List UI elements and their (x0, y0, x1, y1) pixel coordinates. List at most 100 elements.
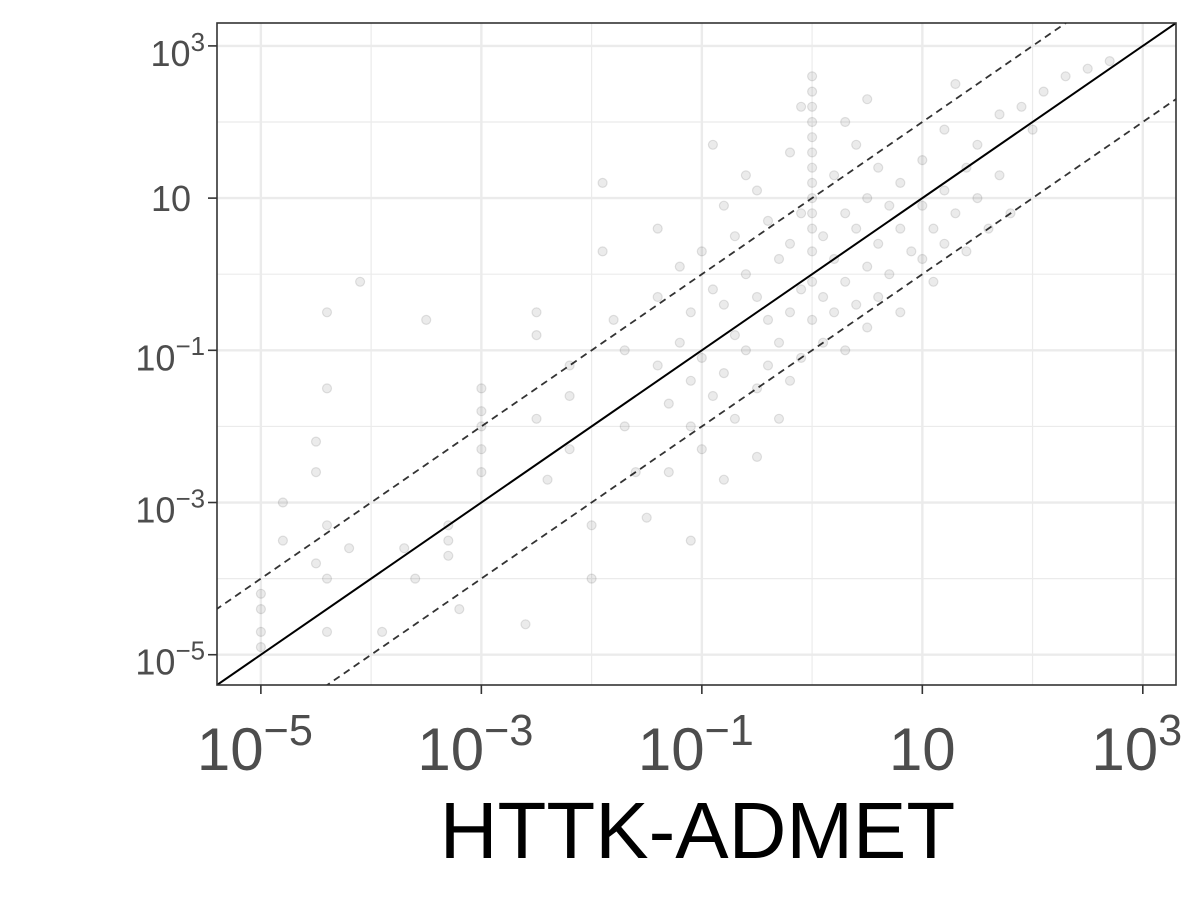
data-point (806, 147, 818, 158)
data-point (994, 170, 1005, 181)
tick-label-exponent: −1 (705, 707, 754, 755)
data-point (806, 162, 818, 173)
tick-label-exponent: 3 (1158, 707, 1182, 755)
data-point (652, 223, 663, 234)
data-point (443, 535, 454, 546)
tick-label-exponent: 3 (191, 29, 205, 57)
data-point (950, 78, 961, 90)
data-point (806, 246, 818, 257)
data-point (862, 193, 873, 204)
x-axis-title: HTTK-ADMET (440, 786, 956, 875)
data-point (1060, 71, 1071, 82)
data-point (520, 619, 531, 630)
data-point (674, 337, 685, 348)
data-point (751, 451, 763, 462)
data-point (1082, 63, 1093, 74)
data-point (476, 444, 487, 455)
data-point (762, 360, 774, 371)
identity-line (217, 23, 1176, 685)
panel-border (216, 22, 1177, 686)
data-point (784, 375, 796, 386)
data-point (840, 345, 851, 356)
data-point (619, 345, 630, 356)
data-point (255, 603, 266, 615)
data-point (806, 208, 818, 219)
data-point (795, 284, 807, 295)
data-point (840, 208, 851, 219)
data-point (685, 535, 696, 546)
data-point (696, 444, 707, 455)
tick-label-exponent: −5 (175, 638, 205, 666)
data-point (806, 116, 818, 128)
data-point (895, 223, 906, 234)
data-point (321, 520, 333, 531)
y-tick-label: 10 (151, 178, 191, 219)
data-point (321, 383, 333, 394)
tick-label-base: 10 (417, 716, 484, 783)
data-point (840, 116, 851, 128)
data-point (906, 246, 917, 257)
data-point (851, 299, 862, 310)
data-point (795, 101, 807, 112)
data-point (939, 185, 950, 196)
tick-label-exponent: −1 (175, 333, 205, 361)
data-point (784, 147, 796, 158)
data-point (895, 177, 906, 188)
data-point (652, 291, 663, 303)
data-point (784, 307, 796, 318)
data-point (718, 200, 730, 211)
data-point (597, 246, 608, 257)
data-point (310, 558, 322, 569)
tick-label-base: 10 (197, 716, 264, 783)
data-point (718, 299, 730, 310)
data-point (321, 573, 333, 584)
data-point (806, 177, 818, 188)
data-point (564, 444, 575, 455)
data-point (410, 573, 421, 584)
data-point (707, 139, 719, 150)
data-point (443, 550, 454, 561)
data-point (862, 261, 873, 272)
x-tick-label: 10−1 (638, 707, 754, 783)
tick-label-base: 10 (135, 642, 175, 683)
data-point (696, 246, 707, 257)
data-point (476, 383, 487, 394)
data-point (277, 535, 288, 546)
data-point (740, 170, 752, 181)
data-point (586, 573, 597, 584)
y-tick-label: 10−1 (135, 333, 205, 378)
data-point (718, 368, 730, 379)
data-point (862, 94, 873, 105)
tick-label-base: 10 (151, 33, 191, 74)
data-point (751, 291, 763, 303)
fold-change-line (217, 23, 1068, 610)
data-point (707, 390, 719, 402)
data-point (476, 467, 487, 478)
data-point (531, 413, 542, 424)
data-point (586, 520, 597, 531)
data-point (873, 291, 884, 303)
data-point (828, 307, 840, 318)
data-point (542, 474, 553, 485)
data-points (255, 55, 1115, 653)
tick-label-exponent: −5 (264, 707, 313, 755)
data-point (663, 467, 674, 478)
data-point (729, 413, 741, 424)
data-point (321, 626, 333, 638)
data-point (355, 276, 366, 287)
data-point (399, 543, 410, 554)
data-point (917, 253, 928, 265)
data-point (806, 314, 818, 325)
data-point (564, 390, 575, 402)
data-point (762, 314, 774, 325)
x-tick-label: 10−5 (197, 707, 313, 783)
y-tick-label: 10−3 (135, 485, 205, 530)
data-point (476, 406, 487, 417)
data-point (597, 177, 608, 188)
data-point (255, 626, 266, 638)
data-point (851, 139, 862, 150)
data-point (873, 162, 884, 173)
data-point (806, 132, 818, 143)
data-point (972, 193, 983, 204)
